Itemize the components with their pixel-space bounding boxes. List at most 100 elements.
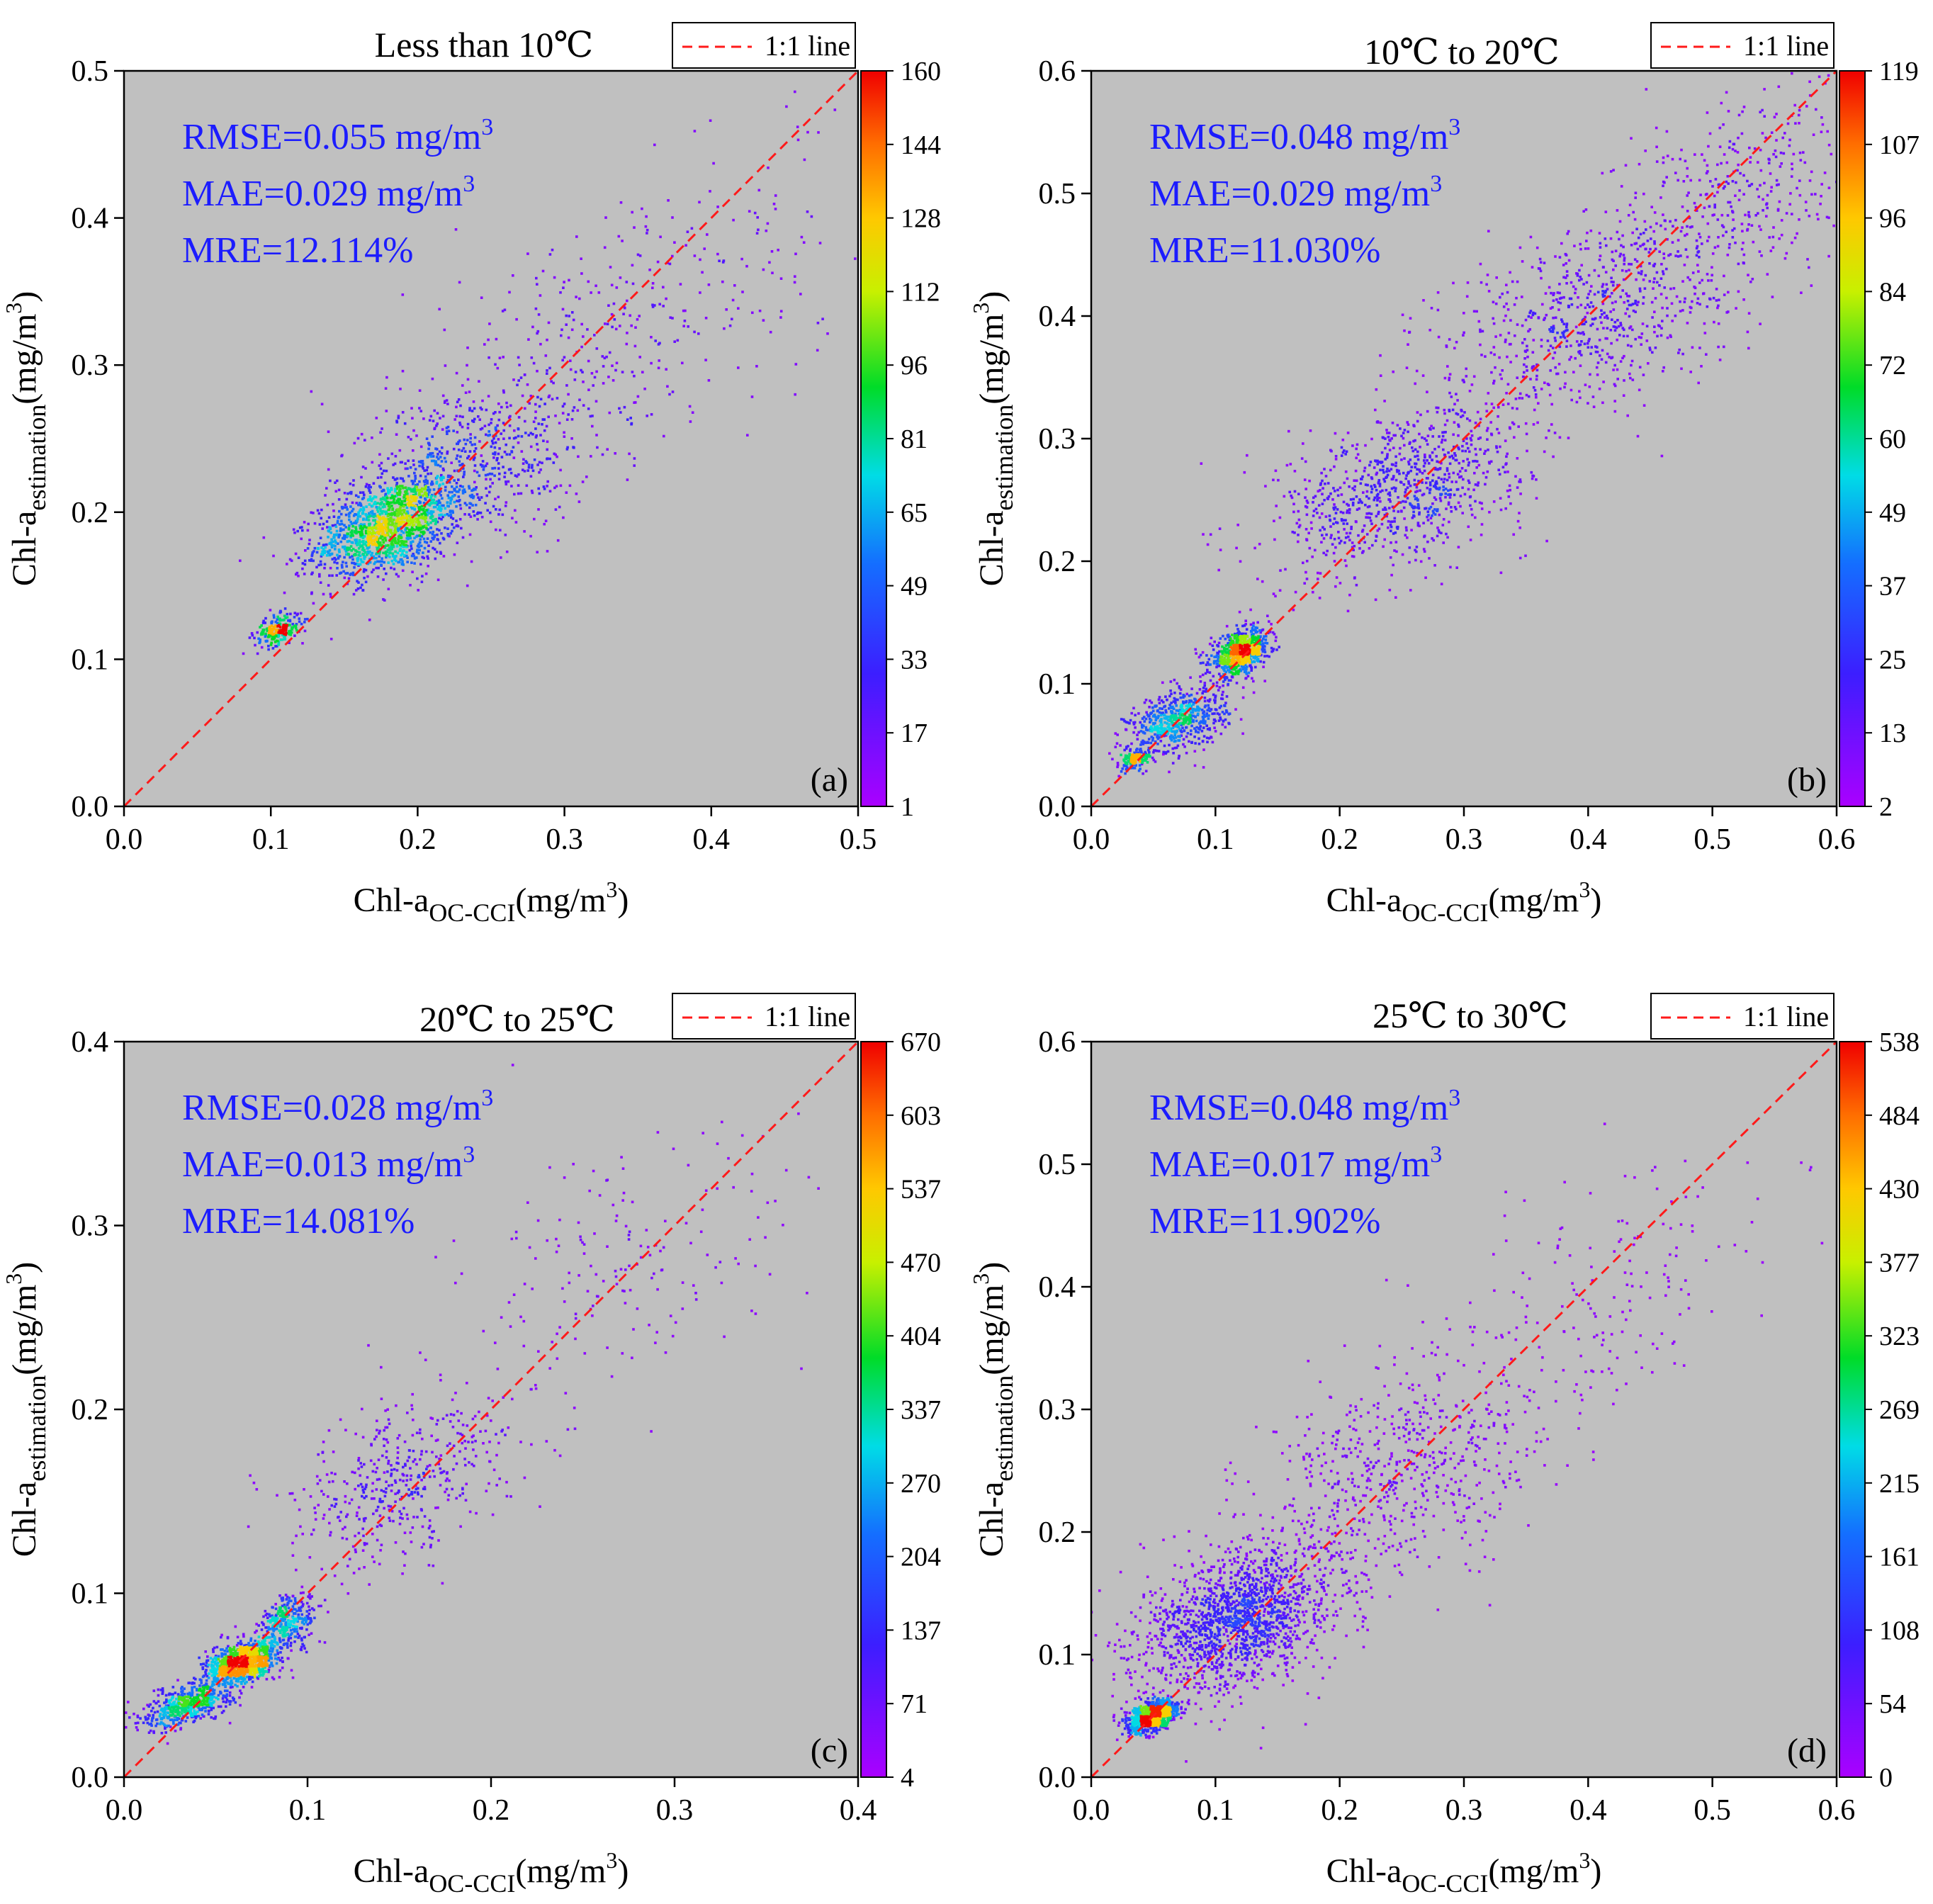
data-point bbox=[534, 427, 537, 430]
data-point bbox=[1628, 262, 1630, 266]
data-point bbox=[409, 536, 412, 540]
data-point bbox=[441, 394, 445, 398]
data-point bbox=[295, 573, 298, 576]
data-point bbox=[311, 571, 314, 575]
data-point bbox=[1251, 677, 1253, 680]
data-point bbox=[474, 447, 478, 450]
data-point bbox=[453, 494, 456, 497]
data-point bbox=[679, 283, 682, 286]
data-point bbox=[1545, 313, 1548, 317]
data-point bbox=[1671, 157, 1674, 161]
data-point bbox=[338, 555, 342, 558]
data-point bbox=[1115, 742, 1119, 745]
data-point bbox=[1518, 397, 1521, 400]
data-point bbox=[306, 547, 310, 550]
data-point bbox=[1384, 437, 1387, 440]
data-point bbox=[796, 125, 799, 128]
data-point bbox=[329, 566, 332, 570]
data-point bbox=[1509, 271, 1511, 274]
data-point bbox=[629, 417, 632, 419]
data-point bbox=[1225, 675, 1228, 679]
data-point bbox=[1418, 468, 1421, 471]
data-point bbox=[350, 522, 354, 525]
data-point bbox=[1268, 655, 1270, 658]
data-point bbox=[1421, 472, 1424, 475]
data-point bbox=[367, 498, 371, 501]
data-point bbox=[294, 552, 298, 556]
data-point bbox=[1467, 461, 1470, 464]
data-point bbox=[401, 560, 404, 563]
data-point bbox=[1320, 512, 1324, 515]
data-point bbox=[1450, 510, 1453, 513]
data-point bbox=[1758, 225, 1761, 228]
data-point bbox=[1619, 295, 1622, 298]
data-point bbox=[419, 495, 422, 499]
data-point bbox=[1552, 325, 1555, 327]
data-point bbox=[405, 506, 409, 509]
data-point bbox=[1539, 269, 1543, 273]
data-point bbox=[1579, 242, 1582, 246]
data-point bbox=[1506, 355, 1509, 359]
data-point bbox=[1387, 469, 1391, 473]
data-point bbox=[622, 312, 625, 315]
data-point bbox=[345, 497, 349, 501]
data-point bbox=[1806, 258, 1809, 261]
data-point bbox=[1212, 648, 1215, 651]
data-point bbox=[518, 364, 521, 366]
data-point bbox=[1698, 347, 1701, 349]
data-point bbox=[1505, 392, 1508, 395]
data-point bbox=[385, 502, 388, 505]
data-point bbox=[1477, 437, 1480, 440]
data-point bbox=[334, 481, 337, 484]
data-point bbox=[1240, 632, 1243, 636]
data-point bbox=[461, 384, 464, 387]
data-point bbox=[1455, 412, 1458, 415]
data-point bbox=[500, 556, 502, 559]
data-point bbox=[264, 639, 268, 643]
data-point bbox=[1674, 254, 1677, 257]
data-point bbox=[1626, 414, 1629, 417]
data-point bbox=[1408, 561, 1411, 564]
data-point bbox=[395, 500, 399, 502]
data-point bbox=[1638, 388, 1641, 392]
data-point bbox=[1182, 743, 1185, 746]
data-point bbox=[1633, 218, 1637, 221]
data-point bbox=[1343, 481, 1346, 485]
data-point bbox=[295, 614, 298, 616]
data-point bbox=[1799, 159, 1803, 162]
data-point bbox=[547, 321, 551, 325]
data-point bbox=[1662, 213, 1664, 216]
data-point bbox=[1147, 748, 1150, 752]
data-point bbox=[378, 555, 381, 558]
data-point bbox=[1518, 526, 1521, 529]
data-point bbox=[412, 449, 415, 452]
data-point bbox=[1492, 406, 1495, 410]
data-point bbox=[416, 548, 419, 551]
data-point bbox=[390, 542, 393, 545]
data-point bbox=[553, 486, 556, 490]
data-point bbox=[480, 515, 484, 519]
data-point bbox=[1717, 236, 1720, 239]
data-point bbox=[497, 402, 500, 405]
data-point bbox=[455, 490, 458, 493]
data-point bbox=[349, 556, 351, 559]
data-point bbox=[1416, 499, 1419, 502]
data-point bbox=[1116, 733, 1119, 736]
data-point bbox=[1386, 455, 1389, 458]
data-point bbox=[272, 614, 276, 617]
data-point bbox=[438, 450, 441, 454]
data-point bbox=[1300, 457, 1304, 460]
data-point bbox=[405, 540, 408, 543]
data-point bbox=[1403, 517, 1406, 520]
data-point bbox=[1383, 514, 1387, 517]
data-point bbox=[1514, 475, 1517, 478]
data-point bbox=[308, 559, 311, 562]
data-point bbox=[1585, 281, 1589, 284]
data-point bbox=[468, 407, 471, 410]
data-point bbox=[1775, 179, 1779, 182]
data-point bbox=[1350, 527, 1353, 531]
data-point bbox=[1659, 277, 1663, 280]
data-point bbox=[1170, 692, 1173, 695]
data-point bbox=[293, 616, 296, 619]
data-point bbox=[1480, 523, 1484, 526]
